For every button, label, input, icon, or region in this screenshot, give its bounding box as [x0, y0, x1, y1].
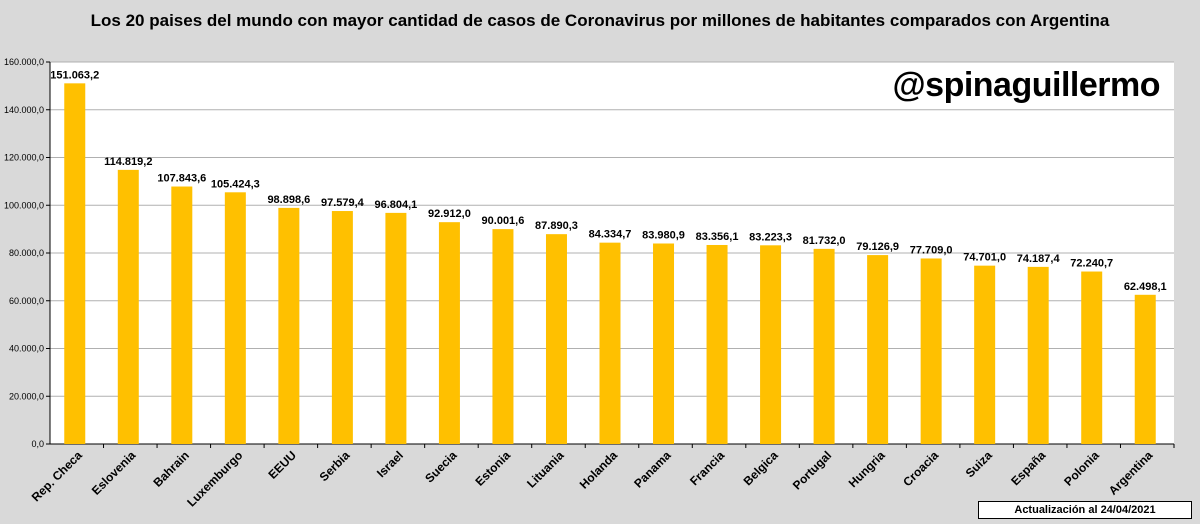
- bar: [438, 222, 460, 444]
- x-tick-label: Rep. Checa: [29, 448, 85, 504]
- x-tick-label: Croacia: [900, 448, 941, 489]
- data-label: 84.334,7: [589, 229, 632, 241]
- bar: [706, 244, 728, 444]
- data-label: 96.804,1: [374, 199, 417, 211]
- x-tick-label: Serbia: [317, 448, 353, 484]
- data-label: 74.701,0: [963, 252, 1006, 264]
- bar: [920, 258, 942, 444]
- x-tick-label: Holanda: [577, 448, 621, 492]
- data-label: 72.240,7: [1070, 258, 1113, 270]
- data-label: 90.001,6: [482, 215, 525, 227]
- y-tick-label: 40.000,0: [9, 344, 44, 354]
- bar: [1027, 266, 1049, 444]
- data-label: 62.498,1: [1124, 281, 1167, 293]
- x-tick-label: Luxemburgo: [184, 448, 245, 509]
- data-label: 105.424,3: [211, 178, 260, 190]
- chart-title: Los 20 paises del mundo con mayor cantid…: [90, 11, 1110, 30]
- x-tick-label: Belgica: [741, 448, 781, 488]
- bar: [331, 211, 353, 444]
- x-tick-label: Panama: [631, 448, 674, 491]
- data-label: 74.187,4: [1017, 253, 1061, 265]
- data-label: 98.898,6: [267, 194, 310, 206]
- y-tick-label: 80.000,0: [9, 248, 44, 258]
- y-tick-label: 0,0: [31, 439, 44, 449]
- y-tick-label: 140.000,0: [4, 105, 44, 115]
- data-label: 87.890,3: [535, 220, 578, 232]
- watermark: @spinaguillermo: [892, 66, 1161, 104]
- bar: [974, 265, 996, 444]
- bar: [1081, 271, 1103, 444]
- data-label: 79.126,9: [856, 241, 899, 253]
- data-label: 92.912,0: [428, 208, 471, 220]
- bar: [117, 169, 139, 445]
- update-note: Actualización al 24/04/2021: [978, 501, 1192, 519]
- bar: [760, 245, 782, 444]
- y-tick-label: 60.000,0: [9, 296, 44, 306]
- bar: [653, 243, 675, 444]
- y-tick-label: 120.000,0: [4, 153, 44, 163]
- data-label: 81.732,0: [803, 235, 846, 247]
- x-tick-label: Bahrain: [150, 448, 191, 489]
- data-label: 77.709,0: [910, 244, 953, 256]
- x-tick-label: España: [1008, 448, 1048, 488]
- data-label: 114.819,2: [104, 156, 152, 168]
- x-tick-label: Lituania: [524, 448, 567, 491]
- x-tick-label: Israel: [374, 448, 406, 480]
- x-tick-label: Portugal: [790, 448, 834, 492]
- bar: [171, 186, 193, 444]
- bar: [492, 229, 514, 444]
- data-label: 83.223,3: [749, 231, 792, 243]
- y-tick-label: 100.000,0: [4, 200, 44, 210]
- y-tick-label: 160.000,0: [4, 57, 44, 67]
- x-tick-label: EEUU: [266, 448, 299, 481]
- bar: [813, 248, 835, 444]
- bar: [545, 234, 567, 444]
- bar: [1134, 294, 1156, 444]
- x-tick-label: Suiza: [963, 448, 995, 480]
- x-tick-label: Francia: [687, 448, 727, 488]
- x-tick-label: Hungria: [846, 448, 888, 490]
- x-tick-label: Argentina: [1106, 448, 1156, 498]
- y-tick-label: 20.000,0: [9, 391, 44, 401]
- data-label: 83.980,9: [642, 229, 685, 241]
- x-tick-label: Estonia: [473, 448, 514, 489]
- data-label: 97.579,4: [321, 197, 365, 209]
- bar: [64, 83, 86, 444]
- data-label: 107.843,6: [157, 173, 206, 185]
- x-tick-label: Eslovenia: [89, 448, 139, 498]
- bar: [599, 242, 621, 444]
- bar: [385, 212, 407, 444]
- data-label: 151.063,2: [50, 69, 99, 81]
- x-tick-label: Suecia: [422, 448, 459, 485]
- bar: [278, 207, 300, 444]
- bar: [867, 255, 889, 444]
- bar: [224, 192, 246, 444]
- x-tick-label: Polonia: [1061, 448, 1102, 489]
- data-label: 83.356,1: [696, 231, 739, 243]
